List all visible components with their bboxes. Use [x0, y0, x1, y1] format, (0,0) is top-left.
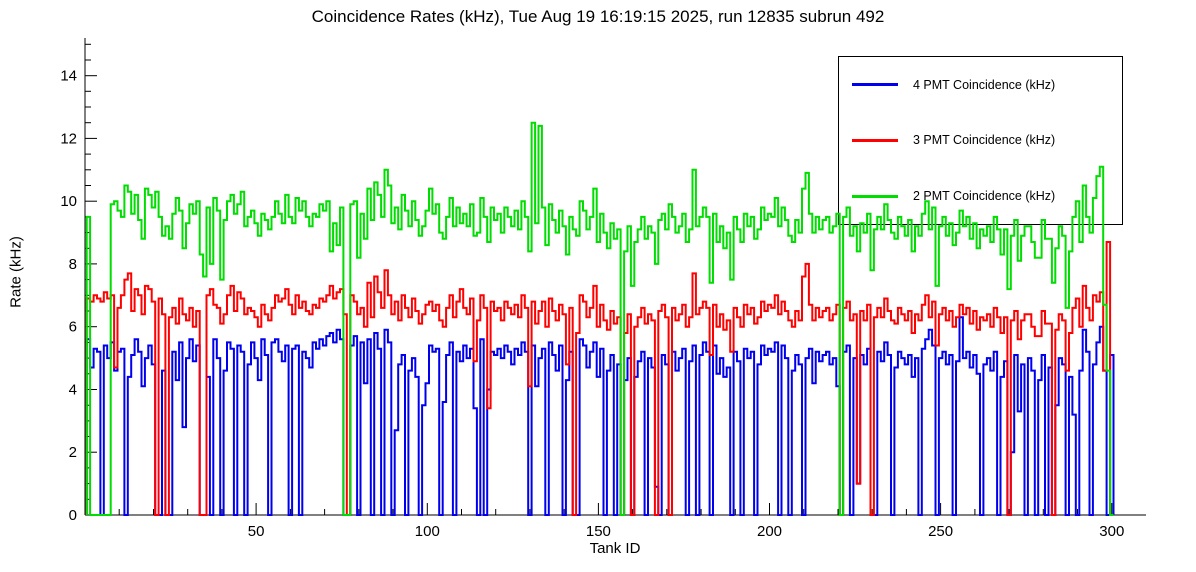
chart-title: Coincidence Rates (kHz), Tue Aug 19 16:1…	[311, 7, 885, 26]
svg-text:6: 6	[69, 319, 77, 336]
legend-entry: 4 PMT Coincidence (kHz)	[839, 78, 1122, 92]
legend-line-blue-icon	[852, 83, 898, 87]
svg-text:50: 50	[248, 523, 265, 540]
svg-text:300: 300	[1099, 523, 1124, 540]
legend-label: 4 PMT Coincidence (kHz)	[913, 77, 1056, 92]
legend-label: 3 PMT Coincidence (kHz)	[913, 133, 1056, 148]
svg-text:4: 4	[69, 382, 77, 399]
svg-text:100: 100	[415, 523, 440, 540]
legend-entry: 2 PMT Coincidence (kHz)	[839, 189, 1122, 203]
svg-text:2: 2	[69, 444, 77, 461]
svg-text:8: 8	[69, 256, 77, 273]
svg-text:0: 0	[69, 507, 77, 524]
svg-text:10: 10	[60, 193, 77, 210]
svg-text:14: 14	[60, 68, 77, 85]
legend-entry: 3 PMT Coincidence (kHz)	[839, 133, 1122, 147]
legend: 4 PMT Coincidence (kHz) 3 PMT Coincidenc…	[838, 56, 1123, 225]
legend-line-red-icon	[852, 138, 898, 142]
svg-text:250: 250	[928, 523, 953, 540]
x-axis-label: Tank ID	[589, 540, 641, 557]
svg-text:150: 150	[586, 523, 611, 540]
y-axis-label: Rate (kHz)	[7, 236, 25, 308]
legend-line-green-icon	[852, 194, 898, 198]
legend-label: 2 PMT Coincidence (kHz)	[913, 189, 1056, 204]
svg-text:12: 12	[60, 130, 77, 147]
svg-text:200: 200	[757, 523, 782, 540]
